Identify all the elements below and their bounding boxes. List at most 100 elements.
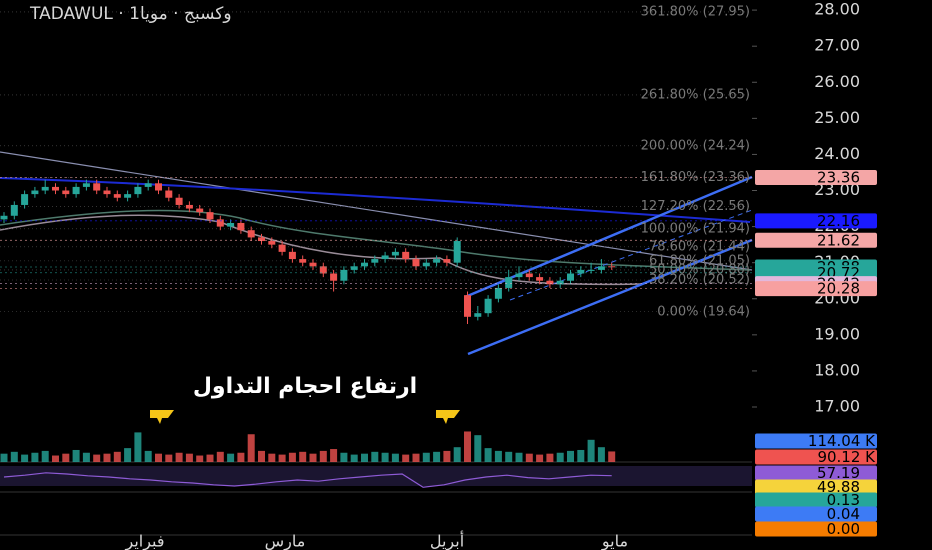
candle-body bbox=[422, 262, 430, 267]
chart-title: TADAWUL · وكسبج · مويا1 bbox=[29, 4, 232, 24]
candle-body bbox=[556, 280, 564, 285]
y-tick-label: 26.00 bbox=[814, 72, 860, 91]
candle-body bbox=[103, 190, 111, 195]
candle-body bbox=[268, 241, 276, 245]
y-tick-label: 24.00 bbox=[814, 144, 860, 163]
volume-bar bbox=[412, 453, 420, 462]
volume-bar bbox=[494, 450, 502, 462]
volume-bar bbox=[31, 452, 39, 462]
candle-body bbox=[175, 197, 183, 205]
indicator-badge bbox=[755, 521, 877, 537]
volume-bar bbox=[155, 453, 162, 462]
volume-bar bbox=[546, 453, 554, 462]
candle-body bbox=[21, 194, 29, 205]
volume-bar bbox=[103, 453, 111, 462]
candle-body bbox=[134, 186, 142, 195]
x-tick-label: فبراير bbox=[124, 532, 164, 550]
indicator-badge bbox=[755, 479, 877, 495]
fib-label: 361.80% (27.95) bbox=[641, 4, 750, 19]
volume-bar bbox=[433, 451, 441, 462]
candle-body bbox=[155, 183, 162, 191]
volume-bar bbox=[124, 448, 132, 462]
x-tick-label: مارس bbox=[265, 532, 306, 550]
volume-bar bbox=[175, 452, 183, 462]
candle-body bbox=[412, 259, 420, 267]
y-tick-label: 25.00 bbox=[814, 108, 860, 127]
volume-bar bbox=[453, 447, 461, 462]
candle-body bbox=[165, 190, 173, 198]
volume-bar bbox=[309, 453, 317, 462]
price-badge bbox=[755, 170, 877, 186]
volume-bar bbox=[587, 439, 595, 462]
volume-bar bbox=[597, 447, 605, 462]
candle-body bbox=[113, 194, 121, 198]
volume-bar bbox=[361, 453, 368, 462]
fib-label: 50.00% (20.80) bbox=[649, 262, 750, 277]
candle-body bbox=[577, 269, 585, 274]
price-badge-label: 21.62 bbox=[817, 231, 860, 249]
candle-body bbox=[299, 259, 307, 263]
volume-bar bbox=[268, 453, 276, 462]
price-badge-label: 22.16 bbox=[817, 212, 860, 230]
candle-body bbox=[587, 269, 595, 271]
volume-bar bbox=[165, 454, 173, 462]
volume-bar bbox=[227, 453, 235, 462]
price-badge bbox=[755, 232, 877, 248]
indicator-badge-label: 114.04 K bbox=[808, 432, 876, 450]
channel-mid bbox=[509, 209, 753, 301]
candle-body bbox=[309, 262, 317, 267]
hand-icon bbox=[436, 410, 460, 424]
channel-line bbox=[467, 238, 753, 356]
volume-bar bbox=[536, 454, 544, 462]
volume-bar bbox=[474, 435, 482, 462]
candle-body bbox=[196, 208, 204, 213]
indicator-badge-label: 0.13 bbox=[827, 491, 860, 509]
price-badge bbox=[755, 281, 877, 297]
volume-bar bbox=[340, 452, 348, 462]
rsi-line bbox=[3, 472, 612, 488]
price-badge bbox=[755, 213, 877, 229]
candle-body bbox=[443, 259, 451, 263]
indicator-badge bbox=[755, 506, 877, 522]
volume-bar bbox=[10, 451, 18, 462]
volume-bar bbox=[144, 450, 152, 462]
fib-label: 0.00% (19.64) bbox=[657, 304, 750, 319]
moving-average bbox=[0, 177, 751, 223]
fib-label: 261.80% (25.65) bbox=[641, 87, 750, 102]
price-badge-label: 20.28 bbox=[817, 280, 860, 298]
volume-bar bbox=[52, 455, 59, 462]
channel-line bbox=[464, 175, 753, 299]
volume-bar bbox=[247, 434, 255, 462]
volume-bar bbox=[93, 454, 101, 462]
candle-body bbox=[0, 215, 8, 220]
candle-body bbox=[93, 183, 101, 191]
candle-body bbox=[62, 190, 70, 195]
volume-bar bbox=[556, 452, 564, 462]
candle-body bbox=[350, 266, 358, 270]
volume-bar bbox=[515, 452, 523, 462]
candle-body bbox=[41, 186, 49, 191]
candle-body bbox=[227, 222, 235, 227]
candle-body bbox=[72, 186, 80, 195]
volume-bar bbox=[299, 451, 307, 462]
indicator-badge-label: 49.88 bbox=[817, 478, 860, 496]
indicator-badge-label: 57.19 bbox=[817, 464, 860, 482]
volume-bar bbox=[185, 453, 193, 462]
volume-bar bbox=[381, 452, 389, 462]
fib-label: 61.80% (21.05) bbox=[649, 253, 750, 268]
volume-bar bbox=[443, 450, 451, 462]
candle-body bbox=[536, 277, 544, 281]
indicator-badge bbox=[755, 465, 877, 481]
candle-body bbox=[319, 266, 327, 274]
candle-body bbox=[464, 295, 471, 317]
candle-body bbox=[330, 273, 338, 281]
candle-body bbox=[340, 269, 348, 281]
y-tick-label: 19.00 bbox=[814, 324, 860, 343]
candle-body bbox=[525, 273, 533, 278]
volume-bar bbox=[319, 450, 327, 462]
candle-body bbox=[433, 259, 441, 263]
candle-body bbox=[381, 255, 389, 260]
candle-body bbox=[52, 186, 59, 191]
fib-label: 200.00% (24.24) bbox=[641, 138, 750, 153]
